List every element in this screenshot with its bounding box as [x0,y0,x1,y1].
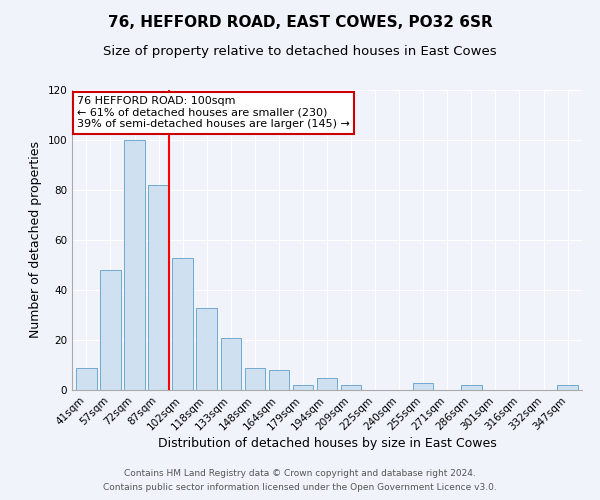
Text: Size of property relative to detached houses in East Cowes: Size of property relative to detached ho… [103,45,497,58]
Bar [76,368,97,390]
Text: Contains public sector information licensed under the Open Government Licence v3: Contains public sector information licen… [103,484,497,492]
Bar [245,368,265,390]
Bar [100,270,121,390]
X-axis label: Distribution of detached houses by size in East Cowes: Distribution of detached houses by size … [158,438,496,450]
Bar [196,308,217,390]
Bar [148,185,169,390]
Text: Contains HM Land Registry data © Crown copyright and database right 2024.: Contains HM Land Registry data © Crown c… [124,468,476,477]
Bar [172,258,193,390]
Bar [317,378,337,390]
Bar [269,370,289,390]
Bar [557,385,578,390]
Text: 76, HEFFORD ROAD, EAST COWES, PO32 6SR: 76, HEFFORD ROAD, EAST COWES, PO32 6SR [107,15,493,30]
Bar [413,382,433,390]
Bar [293,385,313,390]
Text: 76 HEFFORD ROAD: 100sqm
← 61% of detached houses are smaller (230)
39% of semi-d: 76 HEFFORD ROAD: 100sqm ← 61% of detache… [77,96,350,129]
Bar [461,385,482,390]
Bar [124,140,145,390]
Y-axis label: Number of detached properties: Number of detached properties [29,142,42,338]
Bar [221,338,241,390]
Bar [341,385,361,390]
